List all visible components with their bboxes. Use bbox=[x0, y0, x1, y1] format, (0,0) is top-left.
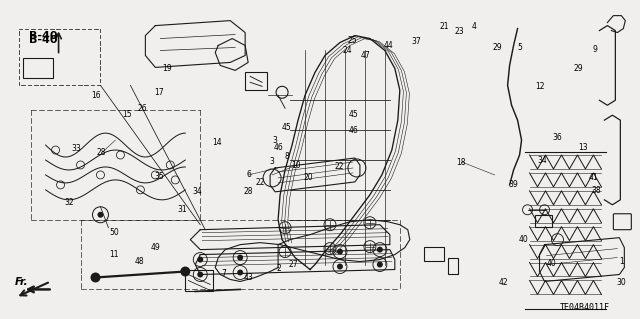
Text: 25: 25 bbox=[347, 36, 356, 45]
Text: 1: 1 bbox=[619, 257, 624, 266]
Text: 46: 46 bbox=[274, 143, 284, 152]
Text: 36: 36 bbox=[553, 133, 563, 142]
Circle shape bbox=[97, 212, 104, 218]
Text: 27: 27 bbox=[289, 260, 298, 270]
Text: 16: 16 bbox=[92, 92, 101, 100]
Text: 45: 45 bbox=[282, 122, 292, 132]
Circle shape bbox=[377, 262, 383, 268]
Text: 24: 24 bbox=[342, 46, 352, 56]
Text: 18: 18 bbox=[456, 158, 465, 167]
Text: 10: 10 bbox=[292, 161, 301, 170]
Text: 37: 37 bbox=[411, 37, 420, 46]
Text: 45: 45 bbox=[348, 110, 358, 119]
Text: B-40: B-40 bbox=[29, 34, 57, 45]
Text: 46: 46 bbox=[348, 126, 358, 135]
Text: 39: 39 bbox=[508, 180, 518, 189]
Circle shape bbox=[377, 247, 383, 253]
Text: 31: 31 bbox=[178, 205, 188, 214]
Text: 12: 12 bbox=[536, 82, 545, 91]
Text: 4: 4 bbox=[472, 22, 477, 31]
Text: 8: 8 bbox=[284, 152, 289, 161]
Circle shape bbox=[337, 249, 343, 255]
Text: 40: 40 bbox=[547, 259, 556, 268]
Text: 5: 5 bbox=[518, 43, 522, 52]
Circle shape bbox=[197, 256, 204, 263]
Text: 13: 13 bbox=[579, 143, 588, 152]
Text: 23: 23 bbox=[454, 27, 464, 36]
Text: 28: 28 bbox=[97, 148, 106, 157]
Text: 30: 30 bbox=[616, 278, 627, 287]
Text: Fr.: Fr. bbox=[15, 278, 28, 287]
Text: TE04B4011F: TE04B4011F bbox=[559, 303, 609, 312]
Text: 32: 32 bbox=[65, 198, 74, 207]
Text: B-40: B-40 bbox=[29, 31, 57, 41]
Circle shape bbox=[337, 263, 343, 270]
Text: 35: 35 bbox=[154, 172, 164, 181]
Text: 20: 20 bbox=[304, 174, 314, 182]
Text: 3: 3 bbox=[273, 136, 278, 145]
Text: 15: 15 bbox=[122, 110, 132, 119]
Text: 22: 22 bbox=[335, 162, 344, 171]
Circle shape bbox=[237, 270, 243, 276]
Text: 17: 17 bbox=[154, 88, 164, 97]
Text: 9: 9 bbox=[592, 45, 597, 55]
Text: 50: 50 bbox=[109, 228, 119, 237]
Text: 38: 38 bbox=[591, 186, 601, 195]
Circle shape bbox=[90, 272, 100, 282]
Text: 33: 33 bbox=[71, 144, 81, 153]
Text: 34: 34 bbox=[193, 187, 202, 197]
Text: 41: 41 bbox=[589, 174, 598, 182]
Text: 21: 21 bbox=[440, 22, 449, 31]
Text: 47: 47 bbox=[361, 51, 371, 60]
Text: 29: 29 bbox=[574, 63, 584, 72]
Circle shape bbox=[180, 267, 190, 277]
Text: 49: 49 bbox=[150, 243, 160, 252]
Text: 11: 11 bbox=[109, 250, 119, 259]
Text: 22: 22 bbox=[255, 178, 265, 187]
Text: 7: 7 bbox=[222, 269, 227, 278]
Text: 48: 48 bbox=[135, 257, 145, 266]
Text: 2: 2 bbox=[276, 263, 281, 273]
Circle shape bbox=[237, 255, 243, 261]
Text: 19: 19 bbox=[162, 63, 172, 72]
Text: 29: 29 bbox=[493, 43, 502, 52]
Text: 3: 3 bbox=[269, 157, 275, 166]
Text: 28: 28 bbox=[244, 187, 253, 196]
Text: 6: 6 bbox=[246, 170, 251, 179]
Text: 26: 26 bbox=[138, 104, 147, 113]
Circle shape bbox=[197, 271, 204, 278]
Text: 42: 42 bbox=[499, 278, 509, 287]
Text: 40: 40 bbox=[518, 235, 528, 244]
Text: 43: 43 bbox=[244, 273, 253, 282]
Text: 44: 44 bbox=[384, 41, 394, 50]
Text: 14: 14 bbox=[212, 138, 221, 147]
Text: 34: 34 bbox=[538, 156, 547, 165]
